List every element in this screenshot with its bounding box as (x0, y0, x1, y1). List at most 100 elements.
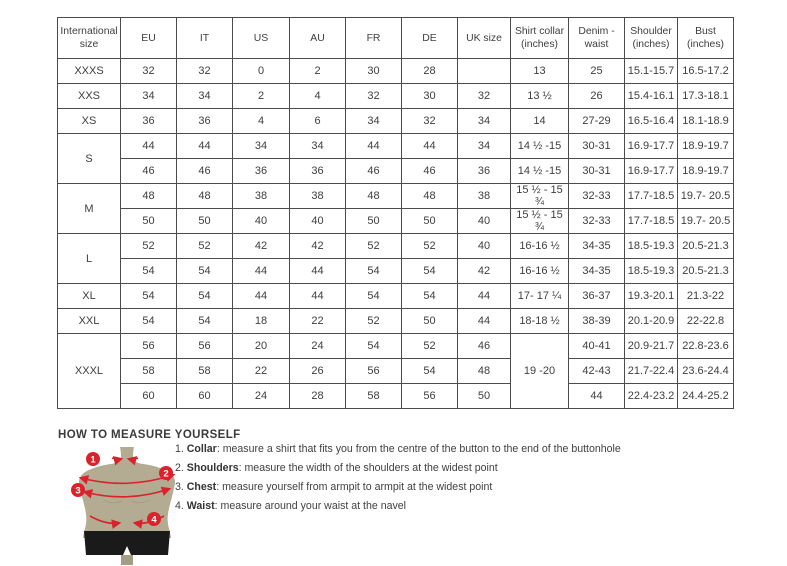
table-row: S 44 44 34 34 44 44 34 14 ½ -15 30-31 16.9-17.7 18.… (57, 133, 734, 184)
table-cell: L (57, 233, 121, 284)
mannequin-shorts (84, 531, 170, 555)
badge-2-number: 2 (163, 468, 168, 479)
table-cell: 60 (176, 383, 233, 409)
table-cell: 34-35 (568, 258, 625, 284)
column-header: AU (289, 17, 346, 59)
table-row: XXL 54 54 18 22 52 50 44 18-18 ½ 38-39 20.1-20.9 22… (57, 308, 734, 334)
table-cell: 48 (345, 183, 402, 209)
table-cell: 32 (120, 58, 177, 84)
table-header: International size EU IT US AU FR DE UK size Shi… (57, 17, 734, 59)
table-cell: 20.5-21.3 (677, 258, 734, 284)
table-cell: 16.5-16.4 (624, 108, 678, 134)
table-cell: 36 (120, 108, 177, 134)
table-cell: 54 (345, 333, 402, 359)
table-row: 46 46 36 36 46 46 36 14 ½ -15 30-31 16.9-17.7 18.9… (58, 158, 734, 184)
table-cell: 56 (401, 383, 458, 409)
measure-step: 3. Chest: measure yourself from armpit t… (175, 481, 621, 494)
badge-4-circle (147, 512, 161, 526)
table-cell: 24 (289, 333, 346, 359)
table-cell: 22 (289, 308, 346, 334)
step-number: 4. (175, 500, 187, 512)
table-cell: 40 (457, 208, 511, 234)
table-cell: XXL (57, 308, 121, 334)
table-cell: M (57, 183, 121, 234)
table-row: 60 60 24 28 58 56 50 44 22.4-23.2 24.4-25.2 (58, 383, 734, 409)
table-cell: 13 (510, 58, 569, 84)
step-number: 1. (175, 443, 187, 455)
step-text: : measure the width of the shoulders at … (238, 462, 498, 474)
table-cell: 32-33 (568, 183, 625, 209)
table-cell: 54 (176, 283, 233, 309)
table-cell: 34 (457, 108, 511, 134)
table-cell: 50 (176, 208, 233, 234)
column-header: Denim - waist (568, 17, 625, 59)
mannequin-illustration: 1 2 3 4 (71, 447, 176, 565)
badge-1-number: 1 (90, 454, 96, 465)
table-cell: 40 (232, 208, 290, 234)
chest-contour (103, 499, 151, 504)
table-cell: XXXL (57, 333, 121, 409)
step-label: Chest (186, 481, 217, 493)
table-row: M 48 48 38 38 48 48 38 15 ½ - 15 ¾ 32-33 17.7-18.5… (57, 183, 734, 234)
collar-arrow (111, 456, 124, 466)
table-row: 58 58 22 26 56 54 48 42-43 21.7-22.4 23.6-24.4 (58, 358, 734, 384)
table-cell: 22.4-23.2 (624, 383, 678, 409)
table-cell: 44 (345, 133, 402, 159)
size-chart-table: International size EU IT US AU FR DE UK size Shi… (57, 17, 734, 409)
table-cell: 48 (457, 358, 511, 384)
table-row: XL 54 54 44 44 54 54 44 17- 17 ¼ 36-37 19.3-20.1 21… (57, 283, 734, 309)
chest-arrow (82, 486, 172, 499)
table-cell: 58 (345, 383, 402, 409)
table-cell: 34 (289, 133, 346, 159)
step-number: 2. (175, 462, 187, 474)
table-row: XXS 34 34 2 4 32 30 32 13 ½ 26 15.4-16.1 17.3-18.1 (57, 83, 734, 109)
table-cell: 52 (401, 333, 458, 359)
table-cell: 44 (568, 383, 625, 409)
table-cell: 34 (457, 133, 511, 159)
table-cell: 16-16 ½ (510, 258, 569, 284)
table-cell: 19.7- 20.5 (677, 208, 734, 234)
table-cell: 52 (176, 233, 233, 259)
table-cell: 34 (176, 83, 233, 109)
table-cell: 54 (401, 283, 458, 309)
table-row: XXXS 32 32 0 2 30 28 13 25 15.1-15.7 16.5-17.2 (57, 58, 734, 84)
column-header: EU (120, 17, 177, 59)
table-cell: 40 (457, 233, 511, 259)
table-cell: 54 (401, 258, 458, 284)
table-cell: 28 (401, 58, 458, 84)
table-cell: 16.9-17.7 (624, 158, 678, 184)
table-cell: 38 (457, 183, 511, 209)
table-cell: 4 (289, 83, 346, 109)
table-cell: 36 (457, 158, 511, 184)
table-cell: 54 (401, 358, 458, 384)
table-cell: 23.6-24.4 (677, 358, 734, 384)
table-cell: 20.1-20.9 (624, 308, 678, 334)
column-header: DE (401, 17, 458, 59)
collar-arrow (126, 456, 139, 466)
table-cell: 38 (289, 183, 346, 209)
table-body: XXXS 32 32 0 2 30 28 13 25 15.1-15.7 16.5-17.2 XXS 3… (57, 58, 734, 409)
column-header: IT (176, 17, 233, 59)
column-header: FR (345, 17, 402, 59)
table-cell: 54 (120, 258, 177, 284)
table-cell: 16.9-17.7 (624, 133, 678, 159)
table-cell: 44 (176, 133, 233, 159)
table-cell: 22 (232, 358, 290, 384)
table-cell: 19.3-20.1 (624, 283, 678, 309)
table-cell: XXS (57, 83, 121, 109)
table-cell: XXXS (57, 58, 121, 84)
table-cell (457, 58, 511, 84)
table-cell: 48 (176, 183, 233, 209)
column-header: Bust (inches) (677, 17, 734, 59)
column-header: US (232, 17, 290, 59)
table-cell: 44 (120, 133, 177, 159)
column-header: UK size (457, 17, 511, 59)
table-cell: 18 (232, 308, 290, 334)
table-cell: 32 (345, 83, 402, 109)
table-cell: 30-31 (568, 158, 625, 184)
table-cell: 18.5-19.3 (624, 233, 678, 259)
badge-4-number: 4 (151, 514, 157, 525)
table-cell: 18.9-19.7 (677, 158, 734, 184)
table-row: 54 54 44 44 54 54 42 16-16 ½ 34-35 18.5-19.3 20.5-… (58, 258, 734, 284)
table-cell: 50 (345, 208, 402, 234)
